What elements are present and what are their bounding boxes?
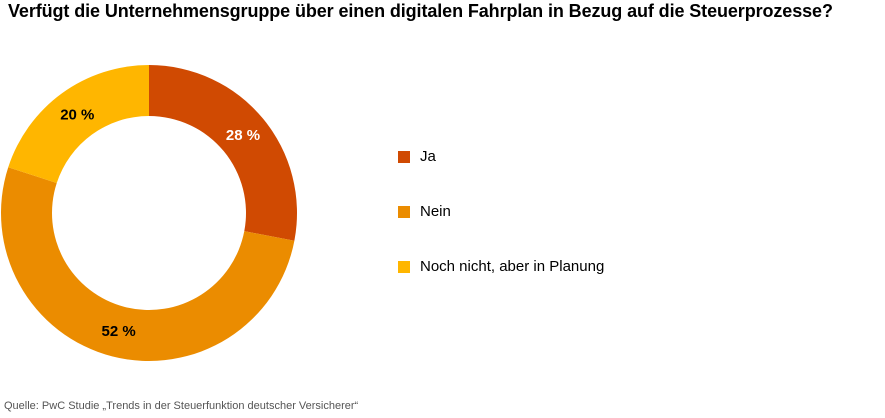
legend-item-planung: Noch nicht, aber in Planung [398, 258, 604, 275]
donut-slice-nein [1, 167, 295, 361]
donut-slice-planung [8, 65, 149, 184]
source-note: Quelle: PwC Studie „Trends in der Steuer… [4, 400, 359, 412]
chart-title: Verfügt die Unternehmensgruppe über eine… [8, 1, 833, 21]
legend-swatch-nein [398, 205, 410, 218]
slice-label-nein: 52 % [102, 323, 136, 340]
donut-slices [1, 65, 297, 361]
legend-item-nein: Nein [398, 203, 451, 220]
slice-label-planung: 20 % [60, 106, 94, 123]
donut-slice-labels: 28 % 52 % 20 % [60, 106, 260, 340]
legend-swatch-planung [398, 260, 410, 273]
legend-swatch-ja [398, 150, 410, 163]
legend-label-ja: Ja [420, 148, 436, 165]
legend-item-ja: Ja [398, 148, 436, 165]
slice-label-ja: 28 % [226, 127, 260, 144]
legend-label-nein: Nein [420, 203, 451, 220]
legend-label-planung: Noch nicht, aber in Planung [420, 258, 605, 275]
donut-chart: 28 % 52 % 20 % [1, 65, 297, 361]
donut-slice-ja [149, 65, 297, 241]
